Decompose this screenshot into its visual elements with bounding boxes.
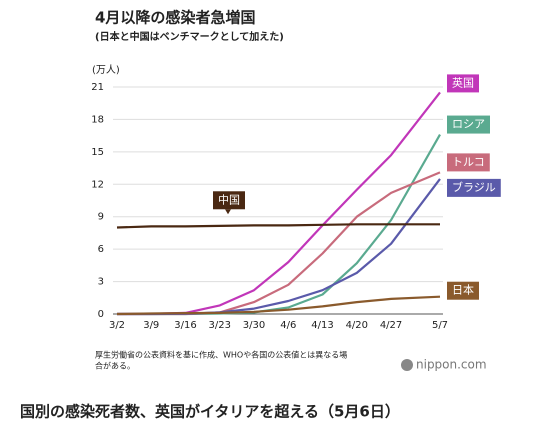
- y-tick-label: 0: [98, 309, 104, 320]
- y-tick-label: 15: [91, 147, 104, 158]
- x-tick-label: 4/13: [311, 320, 333, 331]
- series-label: 中国: [213, 191, 245, 215]
- x-tick-label: 4/6: [280, 320, 296, 331]
- series-label: ロシア: [447, 115, 490, 134]
- series-label-box: [447, 115, 490, 134]
- chart-title: 4月以降の感染者急増国: [95, 9, 255, 27]
- credit: nippon.com: [416, 358, 487, 372]
- chart-subtitle: (日本と中国はベンチマークとして加えた): [95, 30, 284, 43]
- label-pointer: [225, 209, 231, 215]
- source-note: 合がある。: [95, 361, 135, 371]
- caption: 国別の感染死者数、英国がイタリアを超える（5月6日）: [20, 403, 400, 421]
- x-tick-label: 3/30: [243, 320, 265, 331]
- series-label-box: [447, 153, 490, 172]
- series-label-text: トルコ: [452, 155, 485, 168]
- series-label: ブラジル: [447, 178, 501, 197]
- y-tick-label: 9: [98, 212, 104, 223]
- series-label: 日本: [447, 281, 479, 300]
- y-axis-unit: (万人): [92, 64, 120, 76]
- series-line: [116, 91, 441, 316]
- series-label-text: 日本: [452, 283, 474, 297]
- x-tick-label: 3/23: [209, 320, 231, 331]
- series-label-text: 中国: [218, 193, 240, 206]
- x-tick-label: 3/2: [109, 320, 125, 331]
- series-label-text: ブラジル: [452, 180, 496, 194]
- x-tick-label: 4/27: [380, 320, 402, 331]
- series-label-box: [447, 74, 479, 93]
- x-tick-label: 4/20: [346, 320, 368, 331]
- x-tick-label: 3/9: [143, 320, 159, 331]
- y-tick-label: 6: [98, 244, 104, 255]
- series-line: [116, 295, 441, 316]
- y-tick-label: 21: [91, 82, 104, 93]
- series-line: [117, 178, 441, 316]
- y-tick-label: 12: [91, 179, 104, 190]
- y-tick-label: 18: [91, 114, 104, 125]
- x-tick-label: 3/16: [174, 320, 196, 331]
- series-line: [116, 223, 440, 229]
- series-label-text: 英国: [452, 75, 474, 89]
- x-tick-label: 5/7: [432, 320, 448, 331]
- series-label-text: ロシア: [452, 118, 485, 131]
- series-label-box: [447, 178, 501, 197]
- series-label-box: [447, 281, 479, 300]
- source-note: 厚生労働省の公表資料を基に作成、WHOや各国の公表値とは異なる場: [95, 350, 347, 360]
- series-label: トルコ: [447, 153, 490, 172]
- series-label-box: [213, 191, 245, 210]
- credit-logo: [401, 359, 413, 371]
- y-tick-label: 3: [98, 277, 104, 288]
- series-label: 英国: [447, 74, 479, 93]
